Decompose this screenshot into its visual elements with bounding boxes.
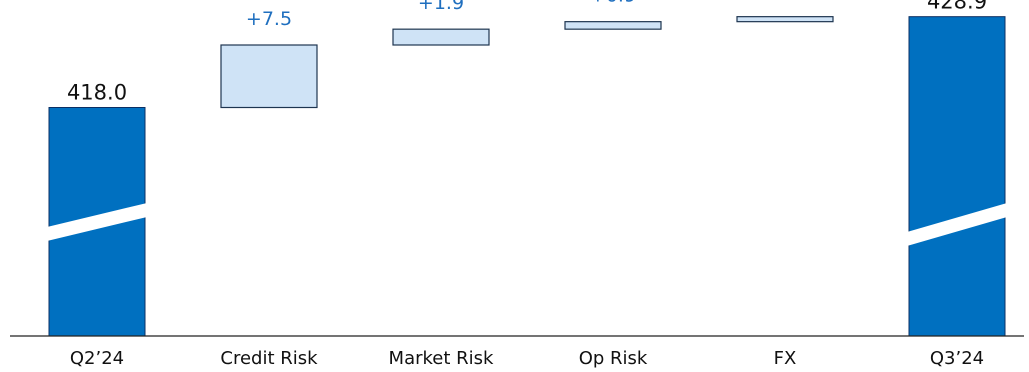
category-label-1: Credit Risk bbox=[220, 348, 318, 369]
category-label-4: FX bbox=[774, 348, 797, 369]
bar-2-delta bbox=[392, 28, 490, 46]
data-label-1: +7.5 bbox=[246, 8, 292, 30]
data-label-5: 428.9 bbox=[927, 0, 987, 14]
data-label-2: +1.9 bbox=[418, 0, 464, 14]
category-label-0: Q2’24 bbox=[70, 348, 124, 369]
axis-break-0 bbox=[47, 203, 147, 241]
category-label-2: Market Risk bbox=[389, 348, 494, 369]
data-label-0: 418.0 bbox=[67, 81, 127, 105]
bar-1-delta bbox=[220, 44, 318, 109]
bar-3-delta bbox=[564, 21, 662, 30]
axis-break-5 bbox=[907, 203, 1007, 246]
data-label-4: +0.6 bbox=[762, 0, 808, 2]
category-label-3: Op Risk bbox=[579, 348, 648, 369]
bar-4-delta bbox=[736, 16, 834, 23]
bar-5-total bbox=[908, 16, 1006, 337]
category-label-5: Q3’24 bbox=[930, 348, 984, 369]
data-label-3: +0.9 bbox=[590, 0, 636, 7]
